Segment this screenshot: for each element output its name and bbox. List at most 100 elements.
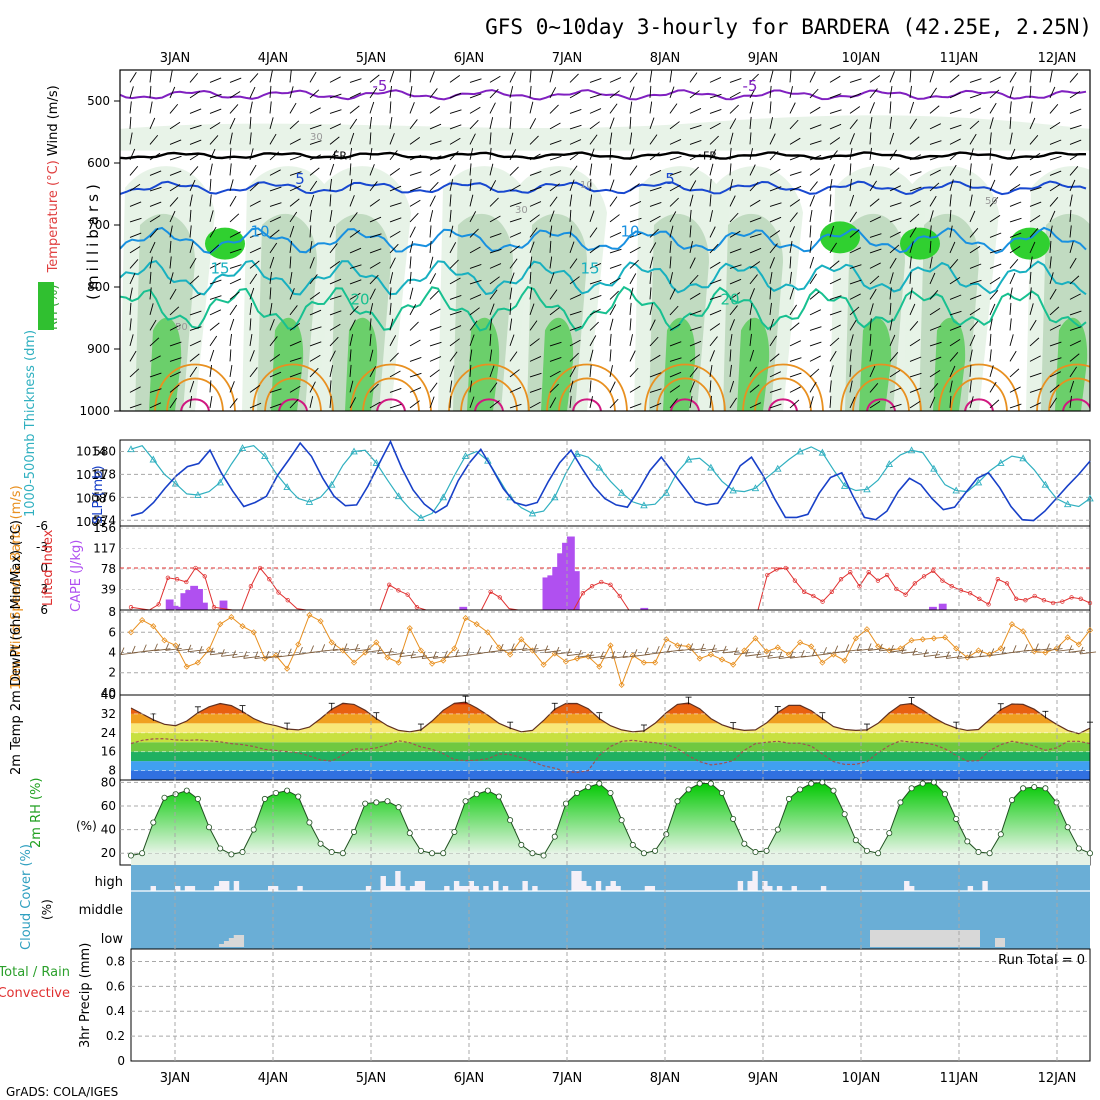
wind-barb [589,77,602,83]
wind-speed-marker [696,655,703,662]
wind-barb [629,201,642,207]
wind-barb [1069,139,1082,145]
surface-wind-barb [723,650,740,654]
wind-barb [909,226,917,238]
rh-marker [997,831,1004,838]
wind-barb [429,210,434,222]
wind-barb [289,102,297,114]
wind-barb [509,149,517,161]
thickness-marker [327,480,336,488]
surface-wind-barb-flag [1079,646,1084,655]
wind-barb [249,132,252,145]
low-cloud-bar [233,935,240,947]
wind-barb [1029,256,1033,269]
wind-barb [889,149,897,161]
wind-barb [629,101,633,114]
isotherm-30 [656,377,714,411]
isotherm-35 [866,398,896,411]
thickness-marker [1041,480,1050,488]
wind-barb [649,101,653,114]
wind-barb [689,381,695,393]
wind-barb [589,396,593,408]
wind-barb [369,87,378,99]
wind-barb [669,211,677,223]
wind-barb [409,356,422,362]
wind-barb [589,93,602,99]
wind-speed-marker [707,651,714,658]
wind-barb [549,139,562,145]
wind-barb [269,302,273,315]
wind-barb [209,163,213,176]
rh-marker [306,819,313,826]
wind-barb [949,294,962,300]
wind-barb [489,318,493,331]
wind-barb [869,132,872,145]
wind-barb [669,305,679,316]
date-label-top-3: 6JAN [454,51,485,66]
rh-moist-blob [1010,227,1050,260]
wind-barb [269,133,277,145]
rh-marker [529,850,536,857]
wind-barb [709,395,712,408]
wind-barb [209,178,212,191]
wind-speed-marker [306,611,313,619]
surface-wind-barb-flag [1012,645,1017,653]
wind-barb [709,309,722,316]
wind-barb [289,198,300,207]
wind-barb [789,212,798,223]
wind-barb [909,186,922,192]
wind-barb [489,400,500,409]
wind-barb [549,87,557,99]
wind-barb [289,271,293,284]
wind-barb [329,395,332,408]
wind-barb [409,119,418,130]
wind-barb [1049,256,1052,269]
lifted-index-marker [1004,581,1010,586]
temperature-axis-title: 2m Temp 2m DewPt (6hr Min/Max) (°C) [9,520,24,775]
surface-wind-barb-flag [510,643,515,651]
wind-barb [549,370,561,378]
cape-bar [170,605,179,610]
wind-barb [1009,259,1019,269]
wind-barb [849,92,862,99]
wind-barb [1049,121,1061,130]
wind-barb [389,217,402,223]
wind-barb [689,257,696,269]
wind-barb [409,372,422,378]
wind-barb [329,136,340,145]
wind-barb [549,155,562,161]
wind-barb [869,383,879,393]
wind-barb [869,303,874,316]
wind-barb [749,288,755,300]
wind-barb [709,226,716,238]
wind-barb [329,93,342,99]
wind-barb [909,387,922,393]
wind-barb [529,372,542,378]
lifted-index-marker [1060,599,1065,604]
surface-wind-barb-flag [856,643,861,651]
wind-speed-marker [919,636,926,643]
wind-barb [789,256,792,269]
wind-barb [909,401,921,409]
wind-barb [829,123,842,130]
wind-barb [329,295,342,300]
rh-marker [351,828,358,835]
surface-wind-barb [232,655,249,659]
wind-speed-marker [507,651,514,658]
wind-barb [289,240,292,253]
wind-speed-marker [239,623,246,630]
wind-barb [269,229,280,238]
rh-marker [1075,845,1082,852]
wind-barb [629,334,633,346]
wind-barb [989,365,994,378]
rh-marker [417,847,424,854]
high-cloud-bar [463,886,470,891]
wind-barb [949,194,952,207]
wind-barb [849,334,854,347]
top-date-labels: 3JAN 4JAN 5JAN 6JAN 7JAN 8JAN 9JAN 10JAN 11JAN 12… [160,51,1077,66]
surface-wind-barb [689,648,706,651]
wind-barb [569,194,573,207]
wind-barb [209,380,212,393]
wind-barb [989,132,992,145]
